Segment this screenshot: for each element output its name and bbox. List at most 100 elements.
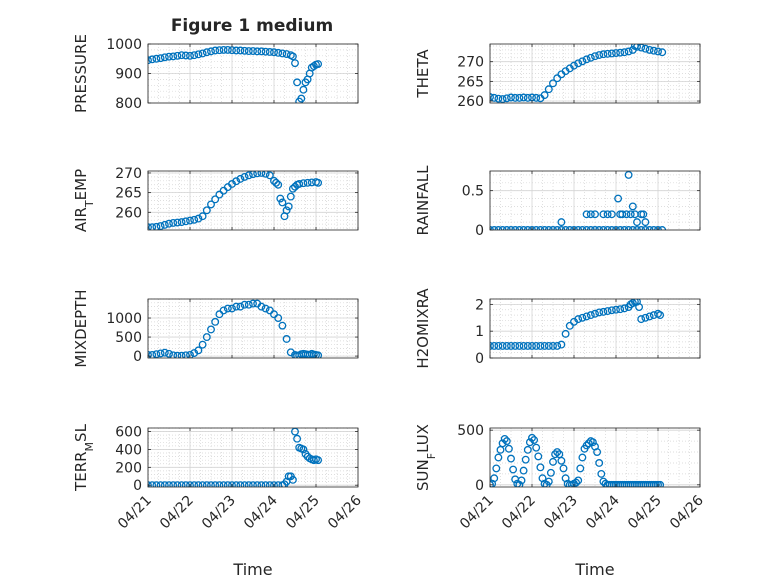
data-point <box>303 178 312 187</box>
data-point <box>553 341 562 350</box>
y-tick-label: 265 <box>457 74 484 90</box>
data-point <box>314 178 323 187</box>
data-point <box>299 179 308 188</box>
data-point <box>186 51 194 60</box>
data-point <box>274 314 283 322</box>
data-point <box>240 481 249 487</box>
data-point <box>190 481 199 487</box>
data-point <box>207 325 215 334</box>
data-point <box>616 305 625 314</box>
data-point <box>314 60 323 69</box>
data-point <box>544 85 553 94</box>
data-point <box>553 74 562 83</box>
data-point <box>494 453 503 462</box>
x-tick-label: 04/25 <box>283 493 323 533</box>
figure-title: Figure 1 medium <box>171 16 333 36</box>
data-point <box>576 464 585 473</box>
data-point <box>544 477 553 486</box>
data-point <box>565 321 574 330</box>
x-axis-label: Time <box>232 560 272 579</box>
data-point <box>253 171 262 178</box>
data-point <box>215 481 224 487</box>
data-series <box>490 171 667 230</box>
data-point <box>525 438 534 447</box>
data-point <box>177 51 186 60</box>
data-point <box>219 45 228 54</box>
x-tick-label: 04/23 <box>541 493 581 533</box>
x-tick-label: 04/22 <box>499 493 539 533</box>
data-point <box>624 171 633 179</box>
data-point <box>595 51 604 59</box>
data-point <box>599 210 608 219</box>
data-point <box>528 433 536 442</box>
data-point <box>156 54 165 63</box>
data-point <box>181 51 190 60</box>
data-point <box>148 223 157 230</box>
y-tick-label: 500 <box>115 330 142 346</box>
data-point <box>295 180 304 188</box>
data-point <box>286 192 295 201</box>
data-point <box>511 341 520 350</box>
data-point <box>559 464 568 473</box>
data-point <box>190 51 199 60</box>
data-point <box>314 456 323 465</box>
y-axis-label: THETA <box>414 49 432 99</box>
data-point <box>202 481 211 487</box>
data-point <box>574 59 583 68</box>
y-axis-label: RAINFALL <box>414 165 432 236</box>
data-point <box>502 437 511 446</box>
data-point <box>282 335 291 343</box>
data-point <box>517 476 526 485</box>
data-point <box>148 351 152 358</box>
data-point <box>244 300 253 309</box>
data-point <box>536 463 545 472</box>
data-point <box>190 215 199 224</box>
y-tick-label: 0.5 <box>462 184 484 200</box>
y-axis-label: H2OMIXRA <box>414 288 432 369</box>
data-point <box>181 351 190 358</box>
data-point <box>284 202 293 211</box>
data-series <box>148 428 323 487</box>
data-series <box>148 171 323 230</box>
x-tick-label: 04/24 <box>241 492 281 532</box>
data-point <box>261 47 270 56</box>
data-point <box>270 176 278 185</box>
data-point <box>656 480 665 487</box>
data-point <box>490 474 499 483</box>
axes-box <box>147 170 359 231</box>
data-point <box>633 44 641 51</box>
data-point <box>236 481 245 487</box>
data-point <box>173 481 182 487</box>
y-tick-label: 1000 <box>106 311 142 327</box>
data-point <box>282 206 291 215</box>
data-point <box>160 220 169 229</box>
data-point <box>309 62 318 71</box>
data-point <box>658 48 667 57</box>
data-point <box>215 190 224 199</box>
data-point <box>534 452 543 461</box>
y-tick-label: 2 <box>475 297 484 313</box>
data-point <box>211 317 220 326</box>
data-point <box>507 341 515 350</box>
data-point <box>173 351 182 358</box>
data-point <box>219 481 228 487</box>
data-point <box>276 194 285 203</box>
data-point <box>249 299 257 308</box>
data-point <box>240 172 249 181</box>
data-point <box>173 218 182 227</box>
data-point <box>645 45 654 54</box>
data-point <box>532 341 541 350</box>
data-point <box>160 53 169 62</box>
data-point <box>532 443 541 452</box>
data-point <box>207 200 215 209</box>
data-point <box>599 307 608 316</box>
data-point <box>578 57 587 66</box>
data-point <box>649 311 658 320</box>
y-tick-label: 1 <box>475 324 484 340</box>
data-point <box>494 341 503 350</box>
data-point <box>620 48 629 57</box>
data-point <box>194 50 203 59</box>
axes-box <box>147 427 359 488</box>
data-point <box>272 178 281 187</box>
